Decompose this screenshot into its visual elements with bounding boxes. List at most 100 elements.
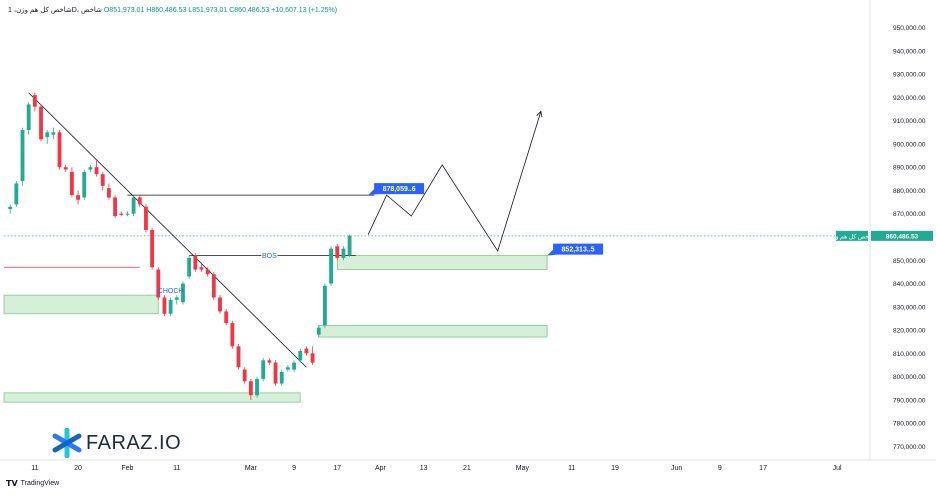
candle-body xyxy=(267,360,272,363)
high-value: H860,486.53 xyxy=(146,7,187,14)
candle-body xyxy=(32,95,37,107)
y-tick-label: 930,000.00 xyxy=(893,72,926,79)
x-tick-label: 9 xyxy=(292,465,296,472)
candle-body xyxy=(193,255,198,270)
y-tick-label: 790,000.00 xyxy=(893,397,926,404)
demand-zone xyxy=(3,294,159,315)
y-tick-label: 950,000.00 xyxy=(893,25,926,32)
candle-body xyxy=(205,269,210,275)
candle-body xyxy=(218,297,222,312)
candle-body xyxy=(230,323,235,347)
candle-body xyxy=(76,195,80,200)
candle-body xyxy=(45,132,50,137)
candle-body xyxy=(248,381,253,396)
trendline xyxy=(28,92,307,368)
x-tick-label: 20 xyxy=(74,465,82,472)
tradingview-icon: 𝗧𝗩 xyxy=(6,479,18,488)
x-tick-label: 13 xyxy=(420,465,428,472)
x-tick-label: 19 xyxy=(611,465,619,472)
candle-body xyxy=(292,362,296,370)
bos-label-bg xyxy=(261,250,278,260)
candle-body xyxy=(199,267,204,270)
candle-body xyxy=(261,360,266,379)
y-tick-label: 840,000.00 xyxy=(893,281,926,288)
candle-body xyxy=(51,132,56,135)
candle-body xyxy=(255,378,259,396)
y-tick-label: 850,000.00 xyxy=(893,258,926,265)
y-tick-label: 870,000.00 xyxy=(893,211,926,218)
symbol-name-tag-bg xyxy=(836,230,868,241)
candle-body xyxy=(341,248,346,258)
candle-body xyxy=(298,350,303,361)
candle-body xyxy=(279,371,284,384)
candle-body xyxy=(150,230,155,268)
x-tick-label: 11 xyxy=(31,465,38,472)
candle-body xyxy=(82,171,87,198)
x-tick-label: 17 xyxy=(333,465,341,472)
candle-body xyxy=(39,106,43,140)
candle-body xyxy=(162,297,167,314)
y-tick-label: 880,000.00 xyxy=(893,188,926,195)
candle-body xyxy=(100,174,105,186)
y-tick-label: 830,000.00 xyxy=(893,304,926,311)
choch-label: CHOCH xyxy=(158,288,184,295)
demand-zone xyxy=(3,392,301,403)
candle-body xyxy=(236,346,241,368)
y-tick-label: 940,000.00 xyxy=(893,48,926,55)
y-tick-label: 890,000.00 xyxy=(893,165,926,172)
change-value: +10,607.13 (+1.25%) xyxy=(271,7,338,14)
candle-body xyxy=(69,171,74,196)
x-tick-label: 9 xyxy=(718,465,722,472)
candle-body xyxy=(57,132,62,168)
candle-body xyxy=(156,269,161,298)
candle-body xyxy=(224,311,229,324)
candle-body xyxy=(8,206,13,210)
current-price-tag: 860,486.53 xyxy=(886,233,919,240)
projection-arrowhead xyxy=(536,110,543,118)
x-tick-label: 11 xyxy=(568,465,575,472)
demand-zone xyxy=(336,255,548,270)
candle-body xyxy=(323,285,327,326)
candle-body xyxy=(107,188,111,198)
current-price-tag-bg xyxy=(871,230,933,241)
symbol-name-tag: شاخص کل هم وزن xyxy=(828,233,876,240)
x-tick-label: Apr xyxy=(375,465,387,472)
candle-body xyxy=(94,167,99,175)
candle-body xyxy=(14,183,19,205)
candle-body xyxy=(144,206,148,231)
demand-zone xyxy=(318,324,548,338)
candle-body xyxy=(273,362,278,384)
candle-body xyxy=(113,197,117,217)
symbol-label[interactable]: شاخص کل هم وزن، 1D، شاخص xyxy=(8,7,102,14)
candle-body xyxy=(347,235,352,256)
y-tick-label: 920,000.00 xyxy=(893,95,926,102)
x-tick-label: 11 xyxy=(173,465,180,472)
faraz-logo: FARAZ.IO xyxy=(52,428,181,458)
candle-body xyxy=(137,197,142,205)
low-value: L851,973.01 xyxy=(188,7,228,14)
star-logo-icon xyxy=(52,428,82,458)
price-callout-878-bg xyxy=(368,183,425,196)
candle-body xyxy=(316,327,321,335)
candle-body xyxy=(242,369,247,382)
price-callout-852-text: 852,313..5 xyxy=(562,247,595,254)
x-tick-label: Mar xyxy=(245,465,258,472)
candle-body xyxy=(285,367,290,370)
x-tick-label: May xyxy=(516,465,530,472)
candle-body xyxy=(335,246,340,258)
candle-body xyxy=(125,213,130,215)
bos-label: BOS xyxy=(262,253,277,260)
y-tick-label: 770,000.00 xyxy=(893,444,926,451)
x-tick-label: Jul xyxy=(833,465,842,472)
candle-body xyxy=(181,283,185,303)
price-callout-878-text: 878,059..6 xyxy=(383,186,416,193)
y-tick-label: 910,000.00 xyxy=(893,118,926,125)
candle-body xyxy=(304,348,309,354)
candle-body xyxy=(329,248,333,284)
tradingview-label: TradingView xyxy=(20,480,60,487)
tradingview-footer[interactable]: 𝗧𝗩 TradingView xyxy=(6,479,59,488)
candle-body xyxy=(20,129,25,182)
y-tick-label: 800,000.00 xyxy=(893,374,926,381)
